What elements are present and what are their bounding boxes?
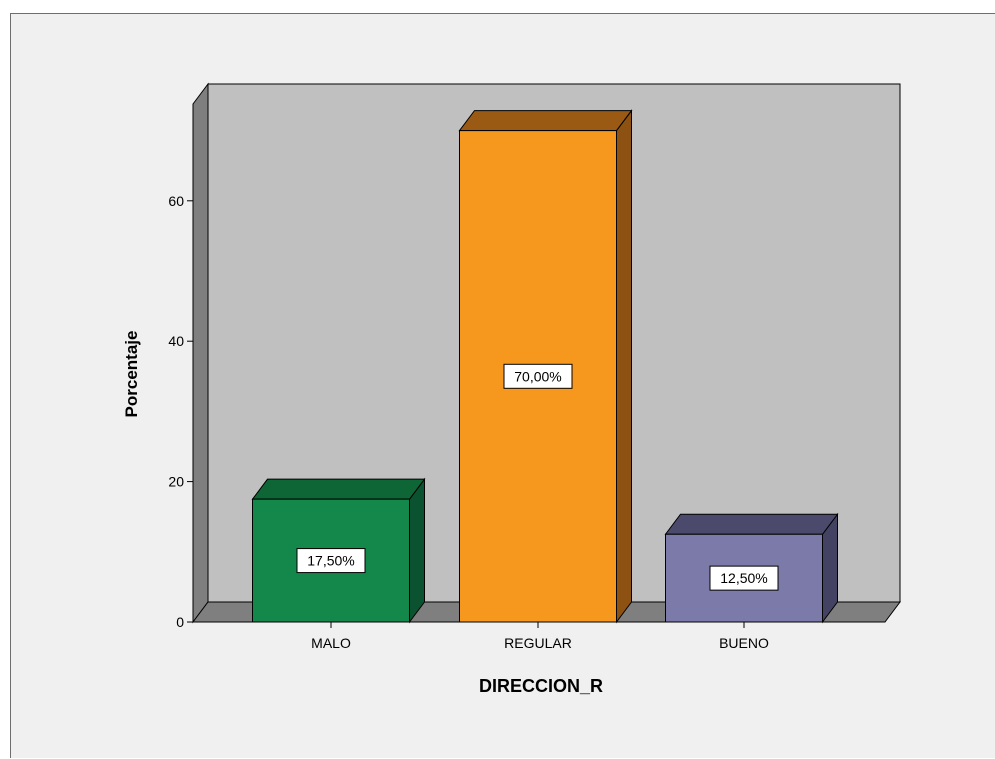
side-wall [192, 82, 209, 624]
x-axis-title: DIRECCION_R [479, 676, 603, 696]
data-label: 12,50% [720, 570, 767, 586]
data-label-box [709, 565, 779, 591]
x-tick-label: BUENO [719, 635, 769, 651]
bar-chart: 0 20 40 60 17,50% 70,00% 12,50% MALO REGULAR BU… [122, 82, 901, 696]
bar-side [616, 109, 632, 624]
bar-malo: 17,50% [251, 477, 426, 624]
x-tick-label: REGULAR [504, 635, 572, 651]
data-label-box [503, 363, 573, 389]
data-label: 17,50% [307, 553, 354, 569]
x-axis: MALO REGULAR BUENO [311, 622, 769, 651]
bar-regular: 70,00% [458, 109, 633, 624]
bars: 17,50% 70,00% 12,50% [251, 109, 839, 624]
data-label: 70,00% [514, 368, 561, 384]
data-label-box [296, 548, 366, 574]
bar-bueno: 12,50% [664, 512, 839, 624]
y-tick-label: 0 [176, 614, 184, 630]
y-tick-label: 20 [168, 474, 184, 490]
y-axis: 0 20 40 60 [168, 134, 194, 630]
x-tick-label: MALO [311, 635, 351, 651]
bar-side [409, 477, 425, 624]
bar-top [251, 478, 426, 500]
chart-frame: 0 20 40 60 17,50% 70,00% 12,50% MALO REGULAR BU… [10, 13, 995, 758]
bar-top [458, 110, 633, 132]
y-tick-label: 40 [168, 333, 184, 349]
bar-top [664, 513, 839, 535]
y-tick-label: 60 [168, 193, 184, 209]
y-axis-title: Porcentaje [122, 331, 141, 418]
